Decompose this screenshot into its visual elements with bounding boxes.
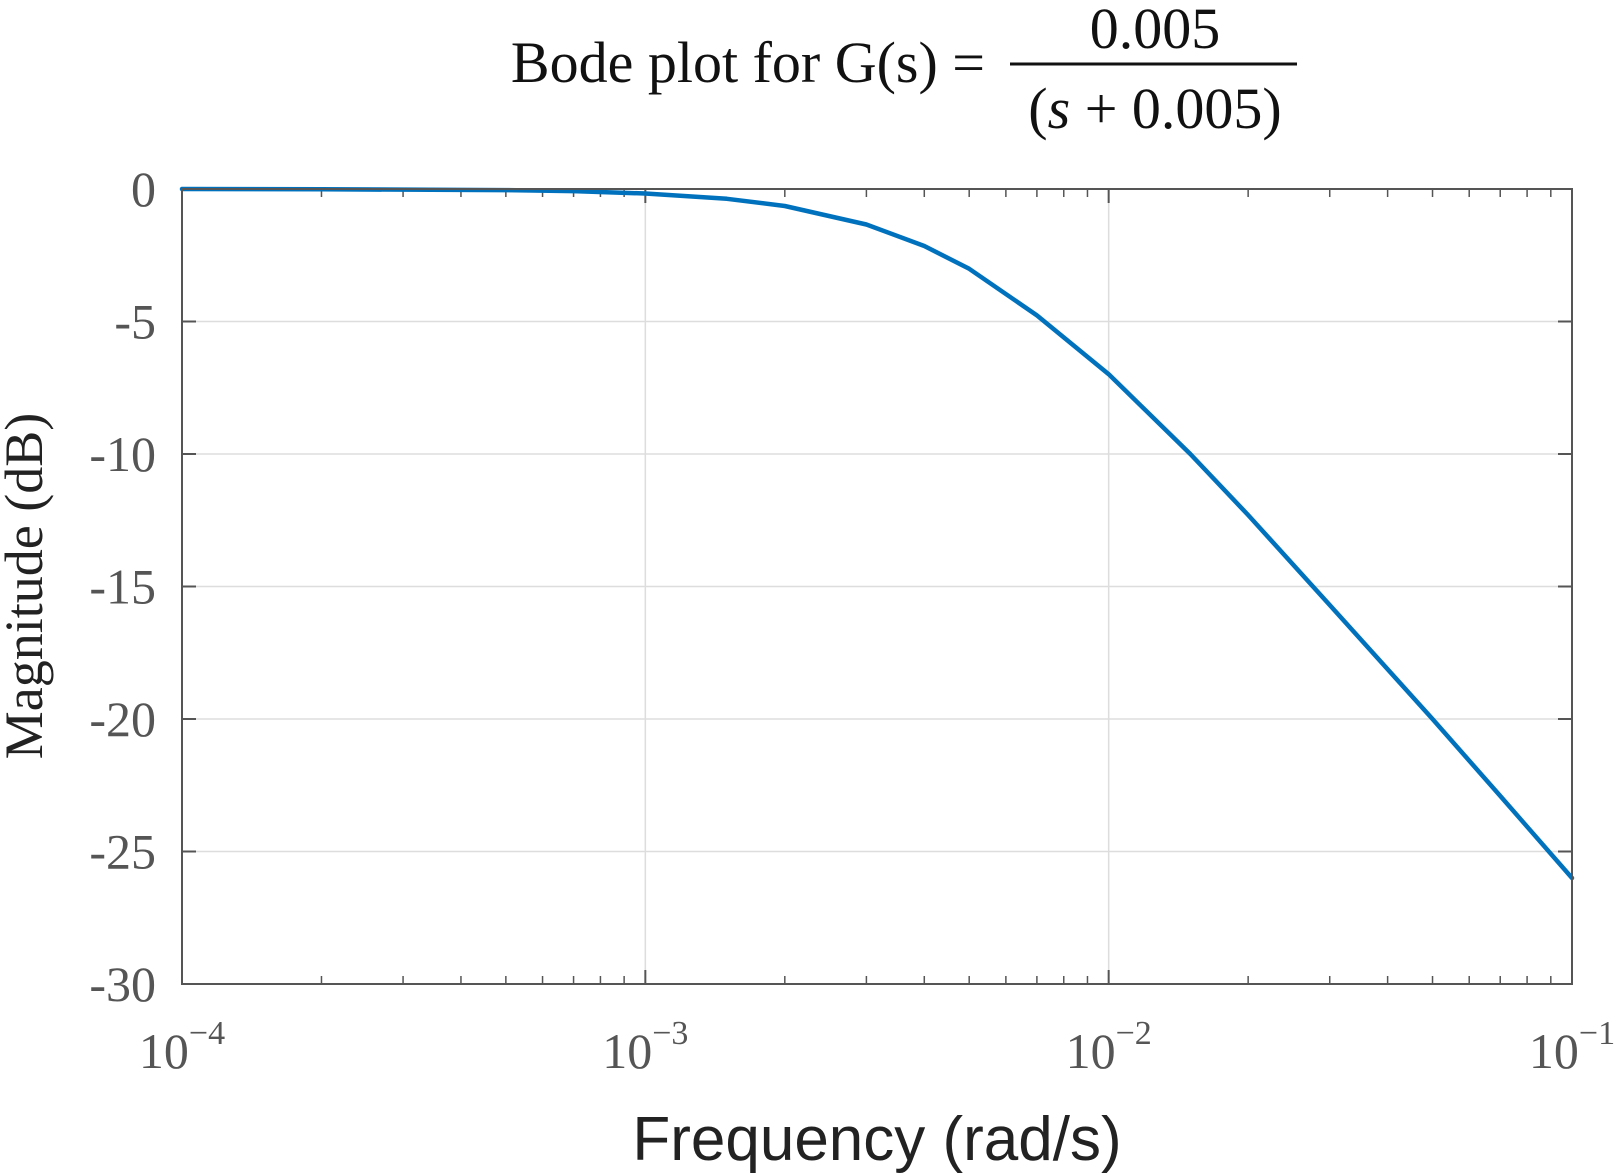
title-prefix: Bode plot for G(s) = [511, 30, 985, 95]
x-tick-label-base: 10 [1529, 1023, 1579, 1079]
title-denominator-open: ( [1028, 76, 1047, 141]
grid [182, 189, 1572, 984]
x-axis-label: Frequency (rad/s) [632, 1105, 1121, 1174]
x-tick-label-exponent: −1 [1579, 1015, 1615, 1052]
x-tick-label-base: 10 [1066, 1023, 1116, 1079]
x-tick-label-1: 10−3 [602, 1015, 688, 1079]
x-tick-label-exponent: −3 [652, 1015, 688, 1052]
x-tick-label-0: 10−4 [139, 1015, 225, 1079]
x-tick-label-base: 10 [602, 1023, 652, 1079]
x-tick-label-3: 10−1 [1529, 1015, 1615, 1079]
y-tick-labels: 0 -5 -10 -15 -20 -25 -30 [89, 161, 156, 1012]
x-tick-label-exponent: −4 [189, 1015, 225, 1052]
x-tick-labels: 10−4 10−3 10−2 10−1 [139, 1015, 1615, 1079]
plot-area-frame [181, 188, 1573, 985]
title-denominator-rest: + 0.005) [1070, 76, 1282, 141]
title-numerator: 0.005 [1090, 0, 1221, 61]
title-denominator-var: s [1048, 76, 1071, 141]
x-tick-label-2: 10−2 [1066, 1015, 1152, 1079]
y-tick-label-6: -30 [89, 956, 156, 1012]
y-axis-label: Magnitude (dB) [0, 413, 54, 759]
y-tick-label-2: -10 [89, 426, 156, 482]
x-tick-label-exponent: −2 [1116, 1015, 1152, 1052]
x-tick-label-base: 10 [139, 1023, 189, 1079]
title-denominator: (s + 0.005) [1028, 76, 1281, 141]
y-tick-label-0: 0 [131, 161, 156, 217]
y-tick-label-3: -15 [89, 559, 156, 615]
y-tick-label-1: -5 [114, 294, 156, 350]
y-tick-label-5: -25 [89, 824, 156, 880]
chart-title: Bode plot for G(s) = 0.005 (s + 0.005) [511, 0, 1297, 141]
y-tick-label-4: -20 [89, 691, 156, 747]
series-line-magnitude [179, 186, 1575, 881]
